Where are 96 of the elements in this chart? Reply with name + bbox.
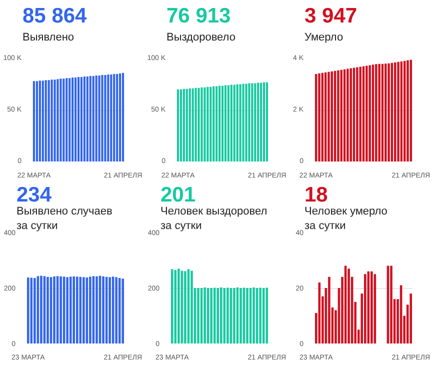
bar (390, 266, 392, 344)
chart-subtitle: Выявлено (22, 32, 74, 44)
bar (406, 60, 409, 162)
bar (218, 86, 221, 162)
bar (324, 72, 327, 162)
chart-subtitle: Человек выздоровел за сутки (160, 206, 268, 232)
bar (246, 288, 248, 344)
bar (204, 287, 206, 344)
chart-title: 234 (16, 184, 52, 206)
bar (314, 74, 318, 162)
bar (248, 83, 250, 162)
bar (197, 288, 200, 344)
bar (182, 88, 185, 162)
bar (254, 83, 256, 162)
bar (239, 84, 242, 162)
bar (263, 82, 266, 162)
bar (350, 68, 352, 162)
bar (375, 64, 378, 162)
bar (259, 288, 262, 344)
bar (372, 64, 374, 162)
bar (321, 72, 324, 162)
chart-title: 76 913 (166, 4, 231, 28)
bar (378, 64, 380, 162)
bar (348, 268, 350, 344)
bar (364, 274, 366, 344)
bar (362, 66, 365, 162)
bar (252, 287, 255, 344)
bar (257, 82, 260, 162)
bar (204, 87, 206, 162)
bar (343, 69, 346, 162)
bar (340, 70, 342, 162)
bar (366, 66, 368, 162)
bar (260, 82, 262, 162)
bar (390, 62, 394, 162)
bar (318, 73, 320, 162)
bar (210, 288, 212, 344)
bar (334, 70, 336, 162)
chart-subtitle: Человек умерло за сутки (304, 206, 388, 232)
bar (230, 84, 232, 162)
bar (410, 60, 412, 162)
bar (198, 88, 200, 162)
bar (200, 87, 203, 162)
bar (384, 64, 387, 162)
bar (388, 63, 390, 162)
bar (330, 71, 333, 162)
bar (186, 88, 188, 162)
bar (221, 86, 224, 162)
bar (216, 86, 218, 162)
bar (236, 84, 238, 162)
bar (190, 270, 193, 344)
bar (328, 72, 330, 162)
bar (359, 66, 362, 162)
bar (226, 288, 229, 344)
bar (251, 83, 254, 162)
bar (188, 88, 191, 162)
bar (224, 85, 227, 162)
bar (266, 288, 268, 344)
bar (212, 86, 215, 162)
chart-title: 3 947 (304, 4, 358, 28)
bar (233, 288, 236, 344)
bar (210, 86, 212, 162)
bar (233, 84, 236, 162)
bar (245, 84, 248, 162)
bar (176, 89, 180, 162)
bar (394, 62, 396, 162)
bar (337, 70, 340, 162)
chart-title: 85 864 (22, 4, 88, 28)
bar (328, 276, 330, 344)
bar (194, 88, 197, 162)
bar (356, 67, 358, 162)
chart-subtitle: Выздоровело (166, 32, 236, 44)
bar (410, 294, 412, 344)
bar (216, 288, 220, 344)
bar (184, 271, 186, 344)
bar (178, 268, 180, 344)
bar (242, 84, 244, 162)
bar (266, 82, 268, 162)
bar (370, 271, 373, 344)
chart-subtitle: Умерло (304, 32, 344, 44)
bar (170, 269, 174, 344)
bar (206, 86, 209, 162)
bar (227, 85, 230, 162)
bar (220, 287, 222, 344)
bar (346, 68, 349, 162)
bar (192, 88, 194, 162)
bar (180, 89, 182, 162)
bar (352, 68, 356, 162)
chart-title: 18 (304, 184, 328, 206)
bar (240, 288, 242, 344)
bar (368, 65, 371, 162)
bar (397, 62, 400, 162)
chart-title: 201 (160, 184, 196, 206)
bar (403, 60, 406, 162)
chart-subtitle: Выявлено случаев за сутки (16, 206, 112, 232)
bar (400, 61, 403, 162)
bar (381, 64, 384, 162)
